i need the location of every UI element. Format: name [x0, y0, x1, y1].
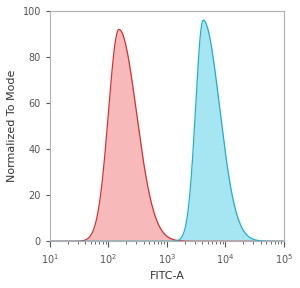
X-axis label: FITC-A: FITC-A	[149, 271, 184, 281]
Y-axis label: Normalized To Mode: Normalized To Mode	[7, 70, 17, 182]
